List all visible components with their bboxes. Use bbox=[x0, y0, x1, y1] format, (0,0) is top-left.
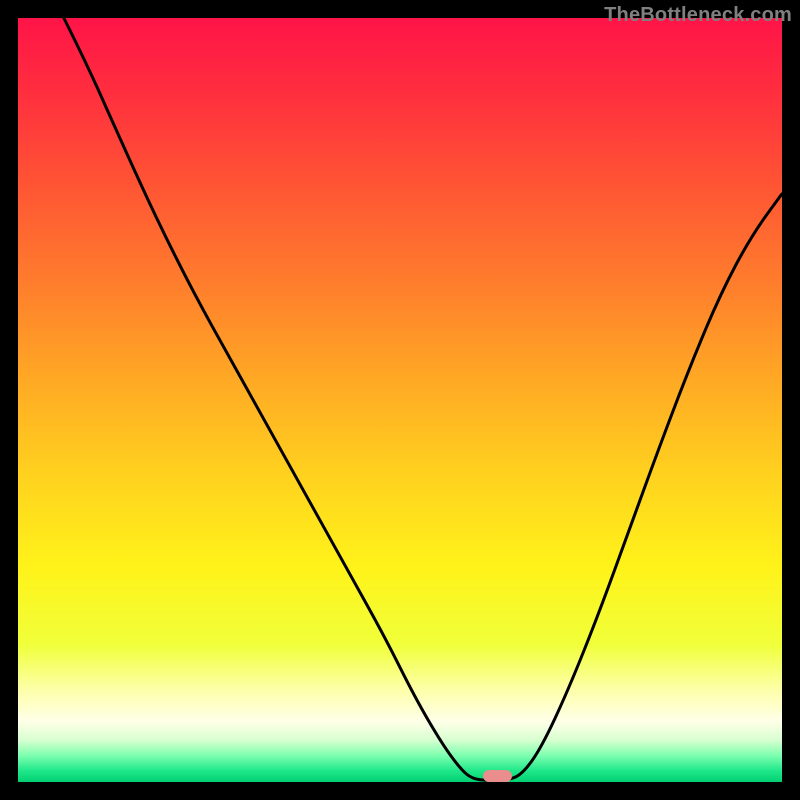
chart-frame: TheBottleneck.com bbox=[0, 0, 800, 800]
watermark-text: TheBottleneck.com bbox=[604, 4, 792, 27]
optimal-marker bbox=[483, 770, 512, 782]
chart-svg bbox=[0, 0, 800, 800]
